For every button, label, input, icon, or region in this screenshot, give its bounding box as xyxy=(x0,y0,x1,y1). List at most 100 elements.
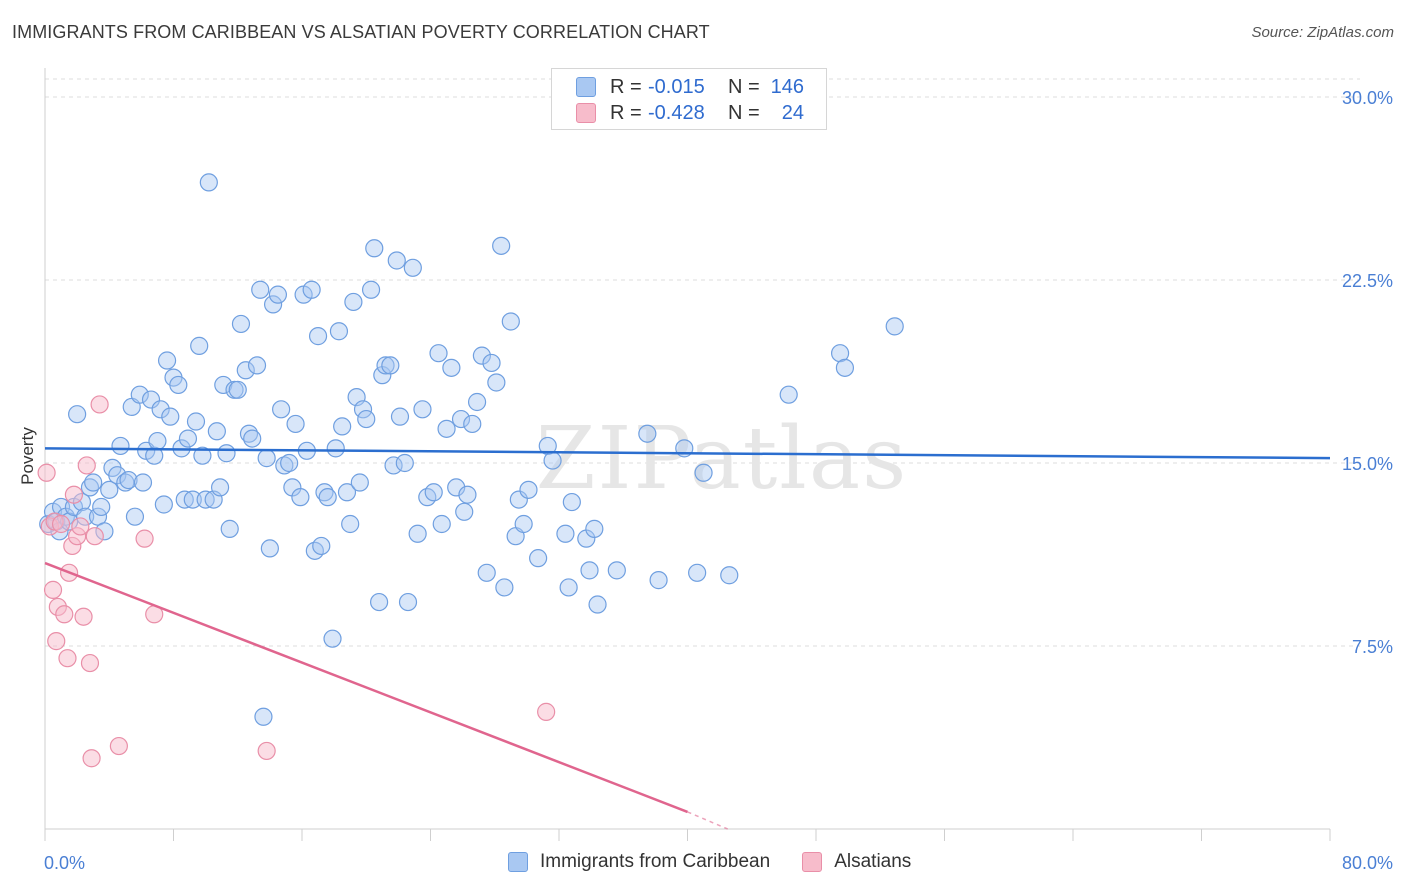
point-caribbean xyxy=(585,519,604,538)
point-caribbean xyxy=(543,451,562,470)
bottom-legend-item-alsatians[interactable]: Alsatians xyxy=(802,851,911,873)
point-caribbean xyxy=(133,473,153,492)
point-caribbean xyxy=(217,444,236,463)
point-caribbean xyxy=(254,707,273,726)
point-caribbean xyxy=(183,490,202,509)
point-caribbean xyxy=(302,280,321,299)
legend-swatch-alsatians xyxy=(576,103,596,123)
point-caribbean xyxy=(228,380,247,399)
point-caribbean xyxy=(370,592,389,612)
stats-legend: R = -0.015 N = 146 R = -0.428 N = 24 xyxy=(551,68,827,130)
point-caribbean xyxy=(487,373,506,392)
point-caribbean xyxy=(214,375,233,395)
legend-swatch-caribbean xyxy=(576,77,596,97)
point-caribbean xyxy=(125,507,145,526)
legend-r-label: R = xyxy=(610,75,642,98)
point-caribbean xyxy=(119,470,138,490)
y-tick-label: 7.5% xyxy=(1352,637,1393,657)
chart-title: IMMIGRANTS FROM CARIBBEAN VS ALSATIAN PO… xyxy=(12,22,710,42)
legend-r-label: R = xyxy=(610,101,642,124)
point-caribbean xyxy=(381,356,400,375)
point-caribbean xyxy=(275,456,294,475)
point-caribbean xyxy=(353,400,373,419)
point-alsatians xyxy=(537,702,556,721)
point-alsatians xyxy=(90,395,109,414)
point-caribbean xyxy=(408,524,427,543)
point-caribbean xyxy=(157,351,177,370)
point-alsatians xyxy=(74,607,93,626)
point-caribbean xyxy=(398,592,418,612)
legend-row-alsatians: R = -0.428 N = 24 xyxy=(552,100,804,126)
point-caribbean xyxy=(207,422,226,441)
point-caribbean xyxy=(92,497,111,517)
point-alsatians xyxy=(47,632,66,651)
trend-line-alsatians xyxy=(44,561,688,814)
series-alsatians xyxy=(37,395,556,768)
legend-n-label: N = xyxy=(728,101,760,124)
point-caribbean xyxy=(84,473,103,492)
point-caribbean xyxy=(607,561,626,580)
bottom-legend-item-caribbean[interactable]: Immigrants from Caribbean xyxy=(508,851,770,873)
point-caribbean xyxy=(447,478,466,497)
point-caribbean xyxy=(390,407,410,426)
point-caribbean xyxy=(199,173,218,192)
legend-r-value: -0.428 xyxy=(648,101,705,124)
legend-n-value: 146 xyxy=(770,75,804,98)
point-caribbean xyxy=(357,409,376,429)
point-caribbean xyxy=(329,322,349,341)
point-caribbean xyxy=(694,463,713,482)
point-caribbean xyxy=(413,400,432,419)
point-caribbean xyxy=(365,239,384,258)
point-caribbean xyxy=(835,358,855,377)
point-caribbean xyxy=(387,251,406,270)
point-caribbean xyxy=(580,561,599,580)
point-caribbean xyxy=(458,485,477,504)
point-caribbean xyxy=(186,412,206,431)
point-alsatians xyxy=(85,527,104,546)
point-alsatians xyxy=(82,749,101,768)
point-alsatians xyxy=(58,649,77,668)
point-caribbean xyxy=(649,571,668,590)
legend-n-label: N = xyxy=(728,75,760,98)
point-caribbean xyxy=(243,429,262,448)
point-caribbean xyxy=(263,295,283,314)
point-caribbean xyxy=(318,488,337,507)
point-caribbean xyxy=(337,483,357,502)
point-caribbean xyxy=(482,353,501,373)
point-caribbean xyxy=(384,456,403,475)
point-caribbean xyxy=(130,385,149,404)
point-caribbean xyxy=(333,417,352,436)
point-caribbean xyxy=(190,336,209,355)
point-caribbean xyxy=(260,539,279,558)
point-alsatians xyxy=(77,456,96,475)
y-tick-label: 15.0% xyxy=(1342,454,1393,474)
point-caribbean xyxy=(68,405,87,424)
point-caribbean xyxy=(492,236,511,255)
point-caribbean xyxy=(193,446,212,465)
trend-lines xyxy=(44,447,1331,830)
point-caribbean xyxy=(272,400,291,419)
point-caribbean xyxy=(509,490,528,509)
point-caribbean xyxy=(519,480,538,499)
point-caribbean xyxy=(638,424,657,443)
bottom-legend-swatch-alsatians xyxy=(802,852,823,872)
point-caribbean xyxy=(161,407,180,426)
point-caribbean xyxy=(501,312,520,331)
point-caribbean xyxy=(291,488,310,507)
x-tick-label-min: 0.0% xyxy=(44,853,85,873)
legend-r-value: -0.015 xyxy=(648,75,705,98)
point-alsatians xyxy=(109,736,128,756)
legend-n-value: 24 xyxy=(781,101,804,124)
point-caribbean xyxy=(559,578,578,597)
point-caribbean xyxy=(100,480,119,499)
point-caribbean xyxy=(210,478,230,497)
point-caribbean xyxy=(154,495,173,514)
point-caribbean xyxy=(312,536,331,556)
bottom-legend-swatch-caribbean xyxy=(508,852,528,872)
point-caribbean xyxy=(437,419,456,438)
point-caribbean xyxy=(720,566,739,585)
x-ticks xyxy=(44,829,1331,841)
point-caribbean xyxy=(472,346,491,365)
point-caribbean xyxy=(403,258,422,277)
